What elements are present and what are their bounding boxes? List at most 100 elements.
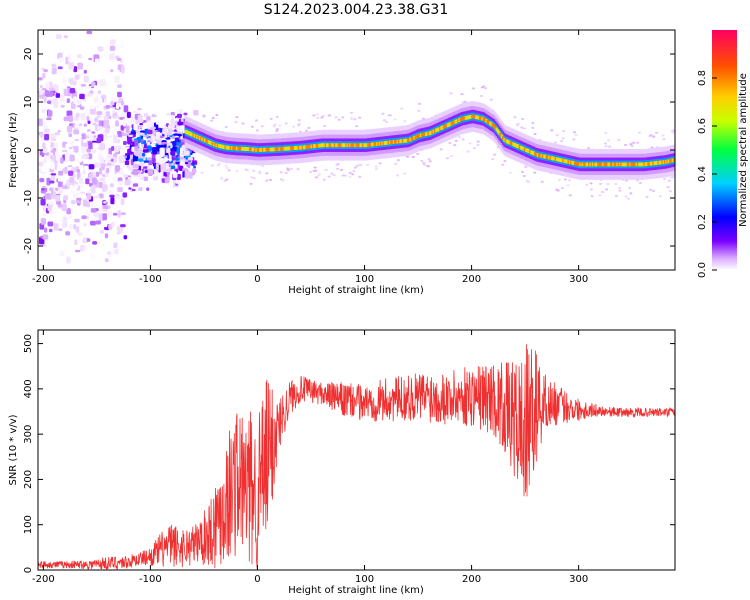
- spectrogram-cell: [618, 187, 622, 190]
- spectrogram-cell: [617, 139, 621, 142]
- spectrogram-cell: [60, 95, 65, 103]
- x-tick-label: -200: [32, 574, 55, 585]
- spectrogram-cell: [75, 226, 80, 233]
- spectrogram-cell: [621, 162, 624, 167]
- spectrogram-cell: [590, 195, 594, 198]
- spectrogram-cell: [176, 113, 182, 118]
- spectrogram-cell: [467, 115, 470, 120]
- spectrogram-cell: [42, 213, 47, 216]
- spectrogram-cell: [44, 133, 50, 141]
- spectrogram-cell: [254, 119, 258, 122]
- spectrogram-cell: [90, 253, 96, 260]
- spectrogram-cell: [43, 69, 48, 73]
- spectrogram-cell: [476, 143, 480, 146]
- spectrogram-cell: [120, 198, 125, 205]
- spectrogram-cell: [192, 161, 197, 164]
- spectrogram-cell: [417, 109, 421, 112]
- spectrogram-cell: [40, 172, 47, 177]
- spectrogram-cell: [161, 126, 167, 129]
- spectrogram-cell: [133, 123, 138, 131]
- spectrogram-cell: [120, 224, 126, 228]
- spectrogram-cell: [599, 162, 602, 167]
- spectrogram-cell: [282, 146, 285, 151]
- spectrogram-cell: [367, 142, 370, 147]
- spectrogram-cell: [531, 150, 534, 155]
- spectrogram-cell: [187, 130, 190, 135]
- spectrogram-cell: [75, 200, 80, 204]
- spectrogram-cell: [103, 221, 108, 228]
- spectrogram-cell: [215, 143, 218, 148]
- spectrogram-cell: [57, 66, 63, 70]
- spectrogram-cell: [626, 162, 629, 167]
- spectrogram-cell: [535, 152, 538, 157]
- spectrogram-cell: [57, 188, 63, 194]
- spectrogram-cell: [234, 146, 237, 151]
- spectrogram-cell: [261, 164, 265, 167]
- spectrogram-cell: [96, 137, 102, 144]
- spectrogram-cell: [508, 171, 512, 174]
- spectrogram-cell: [427, 158, 431, 161]
- spectrogram-cell: [212, 142, 216, 147]
- y-tick-label: 100: [23, 515, 34, 534]
- spectrogram-cell: [446, 123, 449, 128]
- spectrogram-cell: [648, 135, 652, 138]
- spectrogram-cell: [175, 181, 181, 184]
- spectrogram-cell: [445, 123, 448, 128]
- spectrogram-cell: [247, 147, 250, 152]
- spectrogram-cell: [119, 170, 125, 175]
- spectrogram-cell: [70, 186, 75, 193]
- spectrogram-cell: [296, 145, 299, 150]
- spectrogram-cell: [648, 161, 651, 166]
- x-tick-label: 100: [355, 274, 374, 285]
- spectrogram-cell: [67, 165, 73, 168]
- colorbar-tick-label: 0.8: [697, 70, 708, 86]
- spectrogram-cell: [49, 87, 55, 91]
- spectrogram-cell: [570, 160, 573, 165]
- spectrogram-cell: [142, 122, 149, 129]
- spectrogram-cell: [88, 164, 95, 170]
- spectrogram-cell: [167, 128, 173, 136]
- spectrogram-cell: [304, 145, 307, 150]
- spectrogram-cell: [255, 129, 259, 132]
- spectrogram-cell: [252, 147, 255, 152]
- spectrogram-cell: [108, 210, 113, 218]
- spectrogram-cell: [457, 118, 460, 123]
- spectrogram-cell: [90, 208, 97, 213]
- spectrogram-cell: [316, 143, 320, 148]
- spectrogram-cell: [286, 146, 289, 151]
- spectrogram-cell: [137, 108, 142, 111]
- spectrogram-cell: [291, 146, 294, 151]
- spectrogram-cell: [534, 152, 537, 156]
- spectrogram-cell: [83, 222, 87, 227]
- spectrogram-cell: [134, 139, 139, 147]
- spectrogram-cell: [427, 131, 430, 136]
- spectrogram-cell: [627, 162, 631, 167]
- spectrogram-cell: [60, 69, 66, 75]
- spectrogram-cell: [579, 162, 582, 167]
- spectrogram-cell: [73, 224, 77, 230]
- spectrogram-cell: [88, 57, 93, 61]
- spectrogram-cell: [350, 143, 353, 148]
- spectrogram-cell: [279, 147, 282, 151]
- spectrogram-cell: [604, 132, 608, 135]
- y-tick-label: -10: [23, 190, 34, 206]
- spectrogram-cell: [81, 155, 88, 159]
- x-tick-label: 200: [462, 274, 481, 285]
- spectrogram-cell: [422, 163, 426, 166]
- spectrogram-cell: [363, 143, 366, 148]
- spectrogram-cell: [143, 160, 150, 163]
- spectrogram-cell: [133, 110, 137, 114]
- spectrogram-cell: [484, 87, 488, 90]
- spectrogram-cell: [115, 195, 122, 199]
- spectrogram-cell: [504, 138, 507, 143]
- spectrogram-cell: [115, 120, 119, 127]
- spectrogram-cell: [419, 133, 422, 138]
- spectrogram-cell: [334, 143, 338, 148]
- x-tick-label: -200: [32, 274, 55, 285]
- spectrogram-cell: [377, 141, 380, 146]
- spectrogram-cell: [103, 116, 109, 121]
- spectrogram-cell: [38, 77, 43, 81]
- spectrogram-cell: [82, 170, 86, 175]
- spectrogram-cell: [361, 143, 365, 148]
